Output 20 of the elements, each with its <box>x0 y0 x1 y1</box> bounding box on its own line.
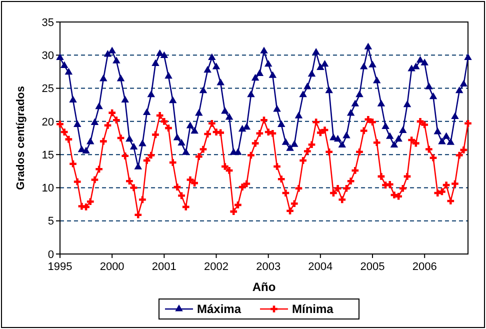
x-tick-label: 2000 <box>100 261 124 273</box>
y-tick-label: 25 <box>42 83 54 96</box>
y-tick-label: 0 <box>48 248 54 261</box>
legend-label: Máxima <box>197 302 242 316</box>
y-tick-label: 35 <box>42 16 54 29</box>
x-tick-label: 2004 <box>308 261 333 273</box>
y-tick-label: 20 <box>42 116 54 128</box>
x-tick-label: 2002 <box>204 261 228 273</box>
y-tick-label: 15 <box>42 149 54 162</box>
y-tick-label: 30 <box>42 50 54 62</box>
legend-label: Mínima <box>292 302 334 316</box>
y-axis-title: Grados centígrados <box>15 86 27 190</box>
x-tick-label: 2006 <box>412 261 437 273</box>
x-tick-label: 1995 <box>48 261 72 273</box>
x-tick-label: 2005 <box>360 261 385 273</box>
y-tick-label: 5 <box>48 216 54 228</box>
y-tick-label: 10 <box>42 182 54 195</box>
x-axis-title: Año <box>252 280 276 294</box>
x-tick-label: 2001 <box>152 261 176 273</box>
x-tick-label: 2003 <box>256 261 281 273</box>
